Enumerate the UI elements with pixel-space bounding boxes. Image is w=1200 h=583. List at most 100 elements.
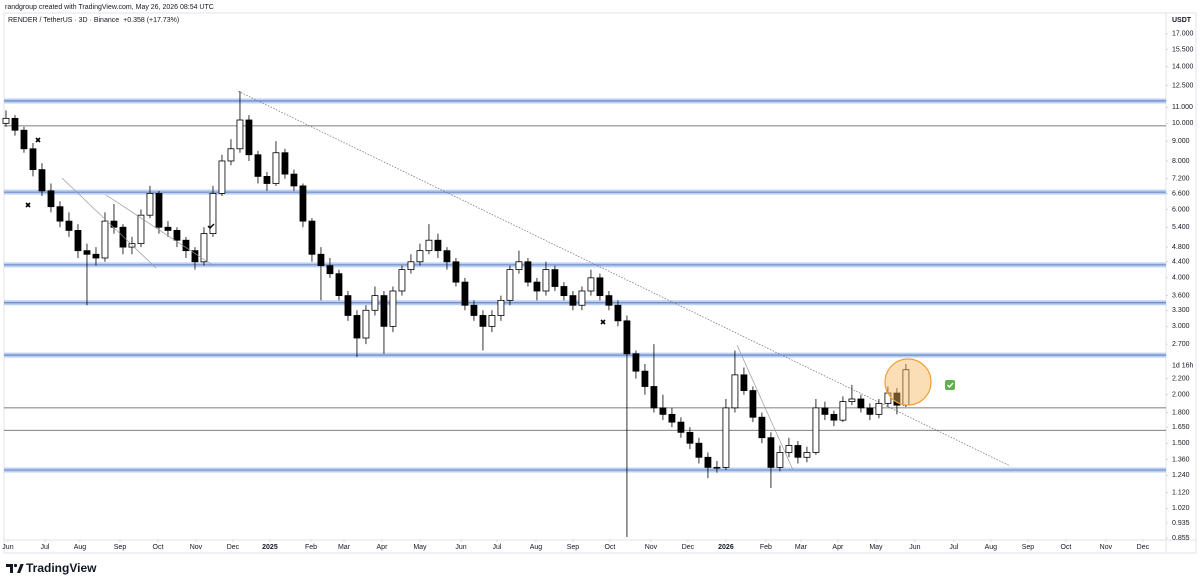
y-tick-label: 1.360 — [1172, 457, 1190, 464]
candle-body — [110, 220, 118, 228]
candle-body — [92, 253, 100, 259]
candle-body — [173, 229, 181, 241]
candle-body — [227, 148, 235, 162]
candle-body — [794, 445, 802, 458]
candle-body — [524, 261, 532, 283]
candle-body — [695, 442, 703, 458]
candle-body — [857, 398, 865, 409]
candle-body — [470, 304, 478, 316]
candle-body — [713, 466, 721, 469]
y-tick-label: 12.500 — [1172, 83, 1194, 90]
x-tick-label: Apr — [377, 544, 389, 551]
candle-body — [443, 250, 451, 263]
candle-body — [236, 119, 244, 150]
y-tick-label: 2.200 — [1172, 375, 1190, 382]
y-tick-label: 8.000 — [1172, 158, 1190, 165]
candle-body — [254, 154, 262, 177]
candle-body — [290, 173, 298, 187]
candle-body — [146, 193, 154, 216]
candle-body — [785, 445, 793, 453]
candle-body — [11, 117, 19, 131]
candle-body — [677, 421, 685, 433]
check-marker — [207, 223, 215, 229]
x-tick-label: Feb — [305, 544, 317, 551]
candle-body — [578, 290, 586, 306]
credit: randgroup created with TradingView.com, … — [5, 4, 214, 11]
candle-body — [641, 370, 649, 387]
y-tick-label: 5.400 — [1172, 224, 1190, 231]
candle-body — [335, 273, 343, 297]
y-tick-label: 3.000 — [1172, 323, 1190, 330]
candle-body — [875, 402, 883, 415]
logo-mark — [17, 564, 24, 573]
y-tick-label: 6.600 — [1172, 190, 1190, 197]
logo-dot — [13, 563, 18, 568]
candle-body — [218, 160, 226, 194]
candle-body — [38, 169, 46, 192]
x-tick-label: Dec — [682, 544, 695, 551]
candle-body — [812, 407, 820, 453]
x-tick-label: Aug — [74, 544, 87, 551]
candle-body — [155, 193, 163, 228]
frame — [3, 12, 1197, 554]
y-tick-label: 3.300 — [1172, 307, 1190, 314]
x-tick-label: Jul — [493, 544, 502, 551]
x-tick-label: Jun — [909, 544, 920, 551]
price-unit: USDT — [1172, 17, 1192, 24]
candle-body — [497, 299, 505, 316]
check-badge — [945, 380, 955, 390]
candle-body — [209, 193, 217, 235]
candle-body — [362, 309, 370, 339]
candle-body — [758, 416, 766, 439]
x-tick-label: Dec — [1137, 544, 1150, 551]
candle-body — [20, 129, 28, 150]
x-tick-label: Aug — [985, 544, 998, 551]
y-tick-label: 3.600 — [1172, 292, 1190, 299]
x-markers — [25, 137, 606, 325]
y-tick-label: 1.120 — [1172, 489, 1190, 496]
candle-body — [407, 261, 415, 271]
y-tick-label: 1.020 — [1172, 505, 1190, 512]
candle-body — [398, 269, 406, 292]
x-tick-label: Oct — [604, 544, 615, 551]
logo-mark — [6, 564, 13, 573]
x-tick-label: Jul — [40, 544, 49, 551]
x-tick-label: Nov — [190, 544, 203, 551]
candle-body — [380, 295, 388, 327]
x-marker — [600, 319, 606, 325]
candle-body — [731, 374, 739, 409]
minor-trendlines — [61, 177, 794, 471]
candle-body — [434, 239, 442, 252]
y-tick-label: 1.800 — [1172, 409, 1190, 416]
y-tick-label: 1.500 — [1172, 440, 1190, 447]
x-tick-label: Sep — [1022, 544, 1035, 551]
y-tick-label: 17.000 — [1172, 31, 1194, 38]
x-tick-label: Aug — [530, 544, 543, 551]
x-tick-label: 2025 — [262, 544, 278, 551]
candle-body — [299, 185, 307, 222]
candle-body — [56, 206, 64, 222]
y-tick-label: 14.000 — [1172, 63, 1194, 70]
minor-trendline — [736, 344, 794, 471]
x-tick-label: Mar — [338, 544, 351, 551]
x-tick-label: May — [413, 544, 427, 551]
footer-brand: TradingView — [26, 561, 97, 575]
candle-body — [542, 269, 550, 292]
candle-body — [479, 315, 487, 327]
candle-body — [137, 214, 145, 245]
candle-body — [425, 239, 433, 252]
candle-body — [821, 407, 829, 415]
x-marker — [25, 202, 31, 208]
y-tick-label: 6.000 — [1172, 206, 1190, 213]
x-tick-label: Jun — [2, 544, 13, 551]
candle-body — [740, 374, 748, 391]
highlight-circle — [884, 358, 932, 406]
y-tick-label: 0.935 — [1172, 520, 1190, 527]
x-marker — [35, 137, 41, 143]
x-tick-label: Mar — [795, 544, 808, 551]
candle-body — [164, 226, 172, 231]
candle-body — [2, 117, 10, 124]
y-tick-label: 4.400 — [1172, 259, 1190, 266]
y-tick-label: 10.000 — [1172, 120, 1194, 127]
